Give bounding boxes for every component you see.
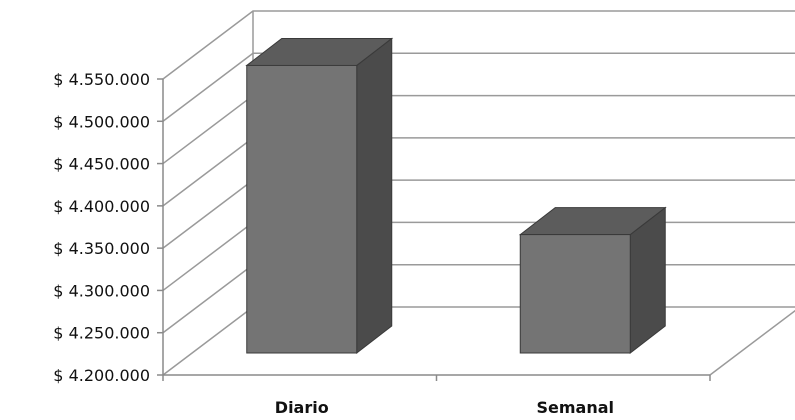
bar-front-face: [246, 64, 358, 354]
bars: [245, 37, 667, 355]
y-tick-label: $ 4.550.000: [53, 70, 150, 89]
axes: [157, 78, 711, 381]
bar-side-face: [356, 37, 393, 355]
bar-front-face: [519, 234, 631, 354]
y-tick-label: $ 4.450.000: [53, 155, 150, 174]
y-tick-label: $ 4.400.000: [53, 197, 150, 216]
y-tick-labels: $ 4.200.000 $ 4.250.000 $ 4.300.000 $ 4.350…: [53, 70, 150, 385]
y-tick-label: $ 4.500.000: [53, 112, 150, 131]
x-category-label: Diario: [275, 398, 329, 417]
bar-diario: [245, 37, 394, 355]
floor-right-edge: [709, 309, 795, 376]
y-tick-label: $ 4.250.000: [53, 324, 150, 343]
x-category-label: Semanal: [536, 398, 614, 417]
y-tick-label: $ 4.350.000: [53, 239, 150, 258]
y-tick-label: $ 4.300.000: [53, 281, 150, 300]
bar-semanal: [518, 206, 667, 355]
x-category-labels: Diario Semanal: [275, 398, 614, 417]
y-tick-label: $ 4.200.000: [53, 366, 150, 385]
